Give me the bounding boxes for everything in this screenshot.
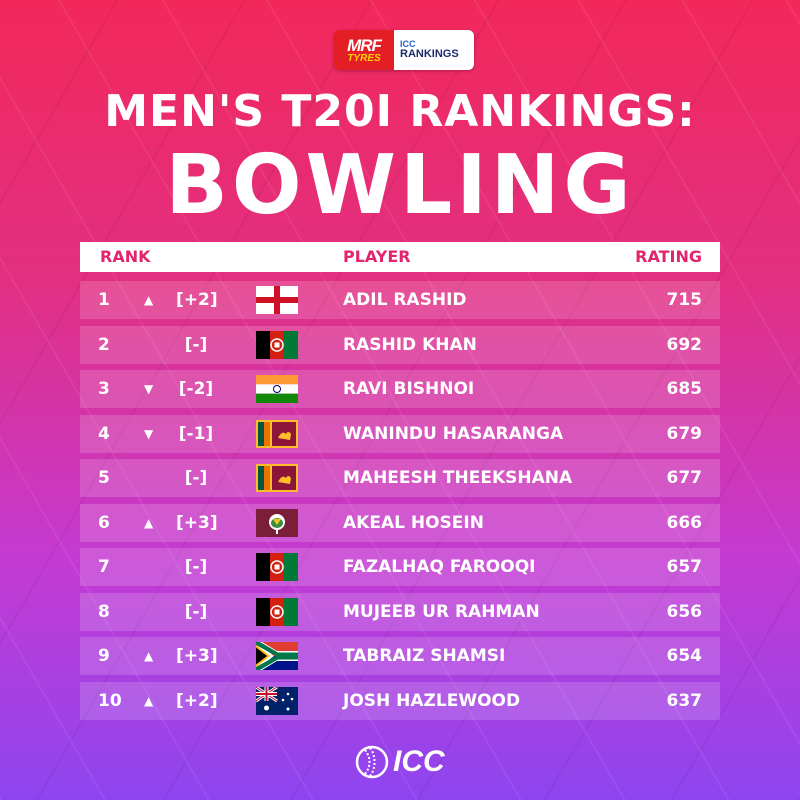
icc-logo-text: ICC (400, 39, 416, 49)
table-header: RANK PLAYER RATING (80, 242, 720, 272)
up-arrow-icon: ▲ (144, 649, 154, 663)
india-flag-icon (256, 375, 298, 403)
player-column-header: PLAYER (343, 247, 411, 266)
rating-value: 679 (666, 423, 703, 444)
down-arrow-icon: ▼ (144, 382, 154, 396)
rating-column-header: RATING (635, 247, 702, 266)
page-title: MEN'S T20I RANKINGS: (104, 86, 696, 137)
afghanistan-flag-icon (256, 330, 298, 359)
mrf-logo-text: MRF (347, 35, 382, 55)
icc-footer-logo: ICC (355, 744, 455, 780)
tyres-logo-text: TYRES (347, 52, 381, 64)
rank-movement: [+3] (176, 512, 218, 533)
rank-value: 10 (98, 690, 122, 711)
table-row: 10 ▲ [+2] JOSH HAZLEWOOD 637 (80, 681, 720, 720)
rank-movement: [+3] (176, 646, 218, 666)
player-name: MUJEEB UR RAHMAN (343, 601, 540, 622)
player-name: TABRAIZ SHAMSI (343, 646, 506, 666)
rating-value: 637 (666, 690, 703, 711)
player-name: WANINDU HASARANGA (343, 423, 564, 444)
rank-value: 2 (98, 334, 110, 355)
rating-value: 692 (666, 334, 703, 355)
rating-value: 685 (666, 379, 703, 399)
rating-value: 657 (666, 557, 703, 577)
sri-lanka-flag-icon (256, 419, 298, 448)
table-row: 8 [-] MUJEEB UR RAHMAN 656 (80, 592, 720, 631)
table-row: 9 ▲ [+3] TABRAIZ SHAMSI 654 (80, 637, 720, 675)
table-row: 6 ▲ [+3] AKEAL HOSEIN 666 (80, 503, 720, 542)
player-name: JOSH HAZLEWOOD (343, 690, 521, 711)
rank-value: 7 (98, 557, 110, 577)
up-arrow-icon: ▲ (144, 693, 154, 708)
afghanistan-flag-icon (256, 597, 298, 626)
rank-value: 3 (98, 379, 110, 399)
down-arrow-icon: ▼ (144, 426, 154, 441)
rankings-logo-text: RANKINGS (400, 48, 459, 60)
rank-value: 8 (98, 601, 110, 622)
player-name: ADIL RASHID (343, 290, 467, 310)
rank-movement: [-] (184, 334, 208, 355)
player-name: RAVI BISHNOI (343, 379, 475, 399)
player-name: RASHID KHAN (343, 334, 477, 355)
afghanistan-flag-icon (256, 553, 298, 581)
icc-rankings-logo: ICC RANKINGS (394, 30, 474, 70)
england-flag-icon (256, 286, 298, 314)
player-name: FAZALHAQ FAROOQI (343, 557, 536, 577)
rank-movement: [-2] (178, 379, 214, 399)
icc-footer-text: ICC (393, 745, 445, 778)
mrf-tyres-logo: MRF TYRES (334, 30, 394, 70)
rank-column-header: RANK (100, 247, 151, 266)
south-africa-flag-icon (256, 642, 298, 670)
rating-value: 715 (666, 290, 703, 310)
table-row: 2 [-] RASHID KHAN 692 (80, 325, 720, 364)
rank-movement: [-] (184, 557, 208, 577)
up-arrow-icon: ▲ (144, 293, 154, 307)
rating-value: 656 (666, 601, 703, 622)
west-indies-flag-icon (256, 508, 298, 537)
australia-flag-icon (256, 686, 298, 715)
table-row: 1 ▲ [+2] ADIL RASHID 715 (80, 281, 720, 319)
cricket-ball-icon (355, 745, 389, 779)
rating-value: 666 (666, 512, 703, 533)
table-row: 5 [-] MAHEESH THEEKSHANA 677 (80, 459, 720, 497)
sri-lanka-flag-icon (256, 464, 298, 492)
rank-movement: [+2] (176, 290, 218, 310)
rank-value: 6 (98, 512, 110, 533)
rank-movement: [-1] (178, 423, 214, 444)
rank-value: 4 (98, 423, 110, 444)
rank-movement: [-] (184, 468, 208, 488)
page-subtitle: BOWLING (165, 138, 635, 233)
table-row: 4 ▼ [-1] WANINDU HASARANGA 679 (80, 414, 720, 453)
up-arrow-icon: ▲ (144, 515, 154, 530)
player-name: MAHEESH THEEKSHANA (343, 468, 573, 488)
rank-value: 9 (98, 646, 110, 666)
rating-value: 677 (666, 468, 703, 488)
mrf-icc-rankings-logo: MRF TYRES ICC RANKINGS (334, 30, 474, 70)
table-row: 7 [-] FAZALHAQ FAROOQI 657 (80, 548, 720, 586)
table-row: 3 ▼ [-2] RAVI BISHNOI 685 (80, 370, 720, 408)
rank-movement: [+2] (176, 690, 218, 711)
rank-value: 5 (98, 468, 110, 488)
rank-value: 1 (98, 290, 110, 310)
rank-movement: [-] (184, 601, 208, 622)
player-name: AKEAL HOSEIN (343, 512, 484, 533)
rating-value: 654 (666, 646, 703, 666)
